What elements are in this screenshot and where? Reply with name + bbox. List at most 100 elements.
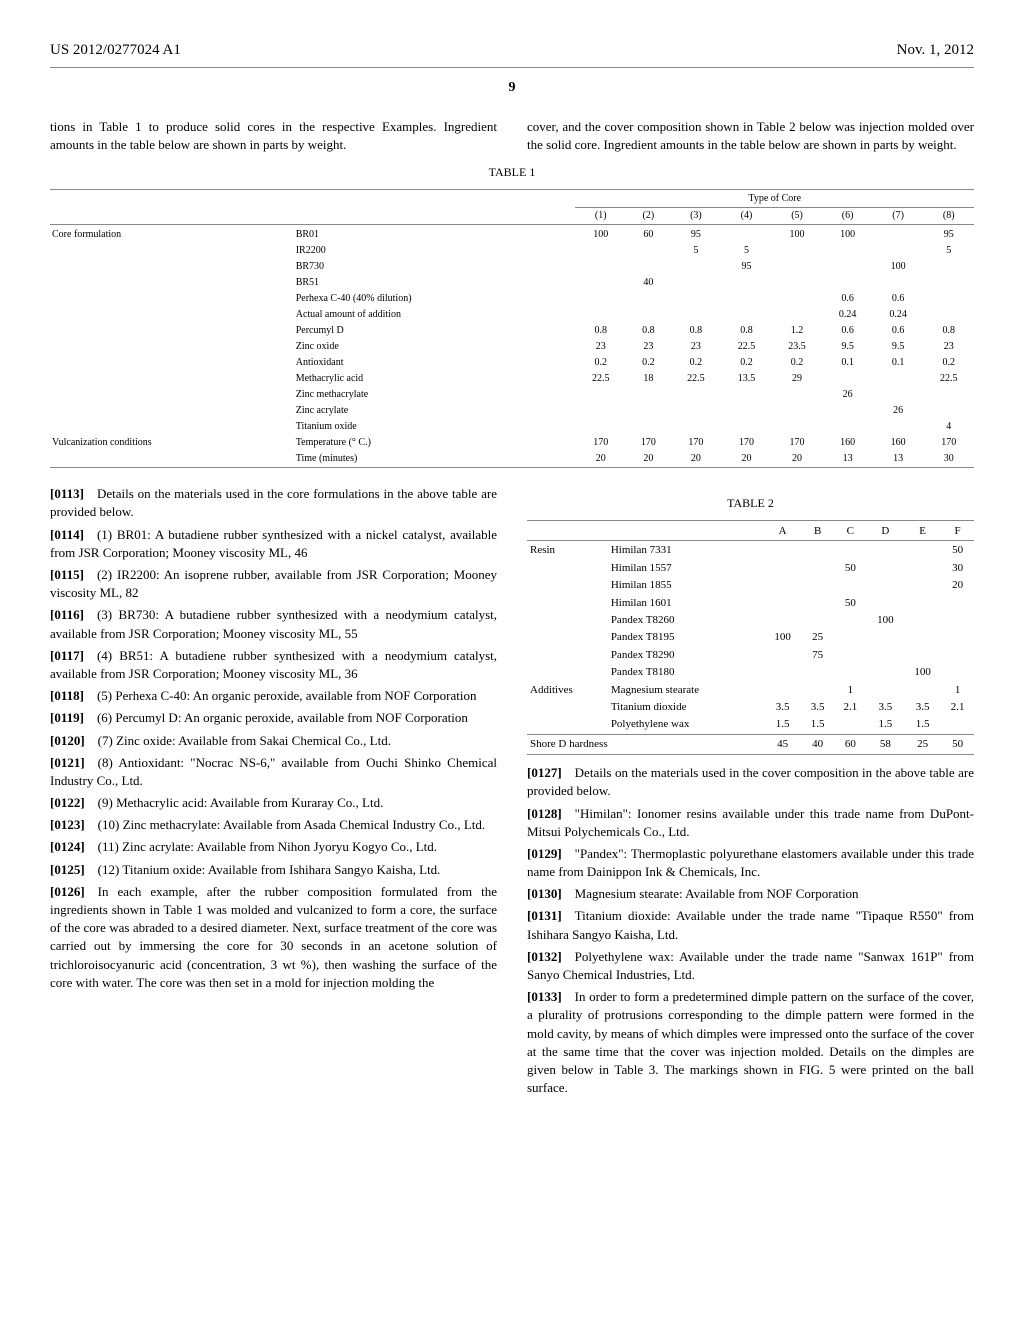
- paragraph: [0133] In order to form a predetermined …: [527, 988, 974, 1097]
- table2-row-name: Polyethylene wax: [608, 716, 764, 734]
- table1-cell: [772, 419, 823, 435]
- table1-cell: 170: [575, 435, 626, 451]
- table2-cell: [834, 612, 867, 629]
- table1-cell: [575, 291, 626, 307]
- table2-footer-cell: 40: [801, 736, 834, 754]
- paragraph: [0113] Details on the materials used in …: [50, 485, 497, 521]
- table1-cell: 5: [923, 243, 974, 259]
- table1-cell: [575, 275, 626, 291]
- table2: ABCDEFResinHimilan 733150Himilan 1557503…: [527, 520, 974, 756]
- para-number: [0123]: [50, 817, 85, 832]
- table2-cell: [801, 560, 834, 577]
- para-number: [0127]: [527, 765, 562, 780]
- table2-cell: 100: [904, 664, 941, 681]
- table1-col-header: (7): [873, 208, 924, 225]
- table1-cell: 0.8: [671, 323, 722, 339]
- table1-cell: 170: [772, 435, 823, 451]
- table1-cell: [721, 275, 772, 291]
- table2-row-name: Himilan 1601: [608, 595, 764, 612]
- table1-cell: 0.8: [923, 323, 974, 339]
- table2-rowgroup-label: Resin: [527, 542, 608, 681]
- table1-cell: [873, 387, 924, 403]
- top-right-text: cover, and the cover composition shown i…: [527, 118, 974, 154]
- table1-cell: 160: [873, 435, 924, 451]
- table1-cell: [626, 291, 671, 307]
- table2-cell: [941, 595, 974, 612]
- top-left-text: tions in Table 1 to produce solid cores …: [50, 118, 497, 154]
- table2-cell: [941, 629, 974, 646]
- table2-cell: [867, 629, 904, 646]
- table1-cell: 9.5: [873, 339, 924, 355]
- paragraph: [0121] (8) Antioxidant: "Nocrac NS-6," a…: [50, 754, 497, 790]
- table2-cell: [867, 595, 904, 612]
- page-header: US 2012/0277024 A1 Nov. 1, 2012: [50, 40, 974, 68]
- table1-cell: 60: [626, 227, 671, 243]
- table2-cell: [801, 595, 834, 612]
- table1-cell: 0.2: [575, 355, 626, 371]
- paragraph: [0118] (5) Perhexa C-40: An organic pero…: [50, 687, 497, 705]
- table1-cell: 26: [822, 387, 873, 403]
- table1-cell: [923, 403, 974, 419]
- table1-cell: [772, 403, 823, 419]
- table1-cell: [822, 371, 873, 387]
- table1-row-name: Zinc acrylate: [294, 403, 576, 419]
- table1-rowgroup-label: Vulcanization conditions: [50, 435, 294, 468]
- paragraph: [0128] "Himilan": Ionomer resins availab…: [527, 805, 974, 841]
- table2-cell: [764, 612, 801, 629]
- table2-cell: 3.5: [867, 699, 904, 716]
- table1-cell: [873, 243, 924, 259]
- table2-cell: [941, 612, 974, 629]
- para-number: [0119]: [50, 710, 84, 725]
- table2-cell: 3.5: [801, 699, 834, 716]
- table1-cell: [721, 403, 772, 419]
- paragraph: [0114] (1) BR01: A butadiene rubber synt…: [50, 526, 497, 562]
- table1-cell: 1.2: [772, 323, 823, 339]
- table1-cell: [923, 259, 974, 275]
- table2-cell: [867, 542, 904, 559]
- table2-cell: [904, 595, 941, 612]
- paragraph: [0129] "Pandex": Thermoplastic polyureth…: [527, 845, 974, 881]
- page-number: 9: [50, 78, 974, 98]
- table1-cell: [575, 259, 626, 275]
- table1-cell: 20: [671, 451, 722, 468]
- paragraph: [0132] Polyethylene wax: Available under…: [527, 948, 974, 984]
- table2-col-header: F: [941, 523, 974, 541]
- table1-col-header: (8): [923, 208, 974, 225]
- table1-cell: 4: [923, 419, 974, 435]
- table1-col-header: (5): [772, 208, 823, 225]
- table1-col-header: (1): [575, 208, 626, 225]
- table2-col-header: D: [867, 523, 904, 541]
- table1-cell: 23: [671, 339, 722, 355]
- table1-cell: 0.6: [822, 291, 873, 307]
- table2-cell: 2.1: [834, 699, 867, 716]
- table2-cell: 100: [764, 629, 801, 646]
- table1-cell: [671, 387, 722, 403]
- paragraph: [0125] (12) Titanium oxide: Available fr…: [50, 861, 497, 879]
- table2-footer-cell: 45: [764, 736, 801, 754]
- para-number: [0113]: [50, 486, 84, 501]
- table1-cell: 0.2: [671, 355, 722, 371]
- table2-cell: 25: [801, 629, 834, 646]
- table2-row-name: Himilan 1855: [608, 577, 764, 594]
- table1-cell: 100: [575, 227, 626, 243]
- table2-cell: [801, 542, 834, 559]
- table2-cell: 3.5: [904, 699, 941, 716]
- paragraph: [0126] In each example, after the rubber…: [50, 883, 497, 992]
- table2-footer-cell: 25: [904, 736, 941, 754]
- table1-cell: 100: [772, 227, 823, 243]
- table1-cell: 0.2: [721, 355, 772, 371]
- table2-row-name: Pandex T8195: [608, 629, 764, 646]
- para-number: [0131]: [527, 908, 562, 923]
- table2-footer-label: Shore D hardness: [527, 736, 764, 754]
- table1-cell: [822, 275, 873, 291]
- paragraph: [0130] Magnesium stearate: Available fro…: [527, 885, 974, 903]
- table1-cell: 0.2: [923, 355, 974, 371]
- table2-cell: [867, 647, 904, 664]
- table2-cell: [834, 629, 867, 646]
- table1-cell: [626, 419, 671, 435]
- table1-cell: [822, 419, 873, 435]
- publication-date: Nov. 1, 2012: [897, 40, 974, 61]
- table1-cell: 23: [626, 339, 671, 355]
- table2-cell: [834, 716, 867, 734]
- table1-cell: 0.24: [873, 307, 924, 323]
